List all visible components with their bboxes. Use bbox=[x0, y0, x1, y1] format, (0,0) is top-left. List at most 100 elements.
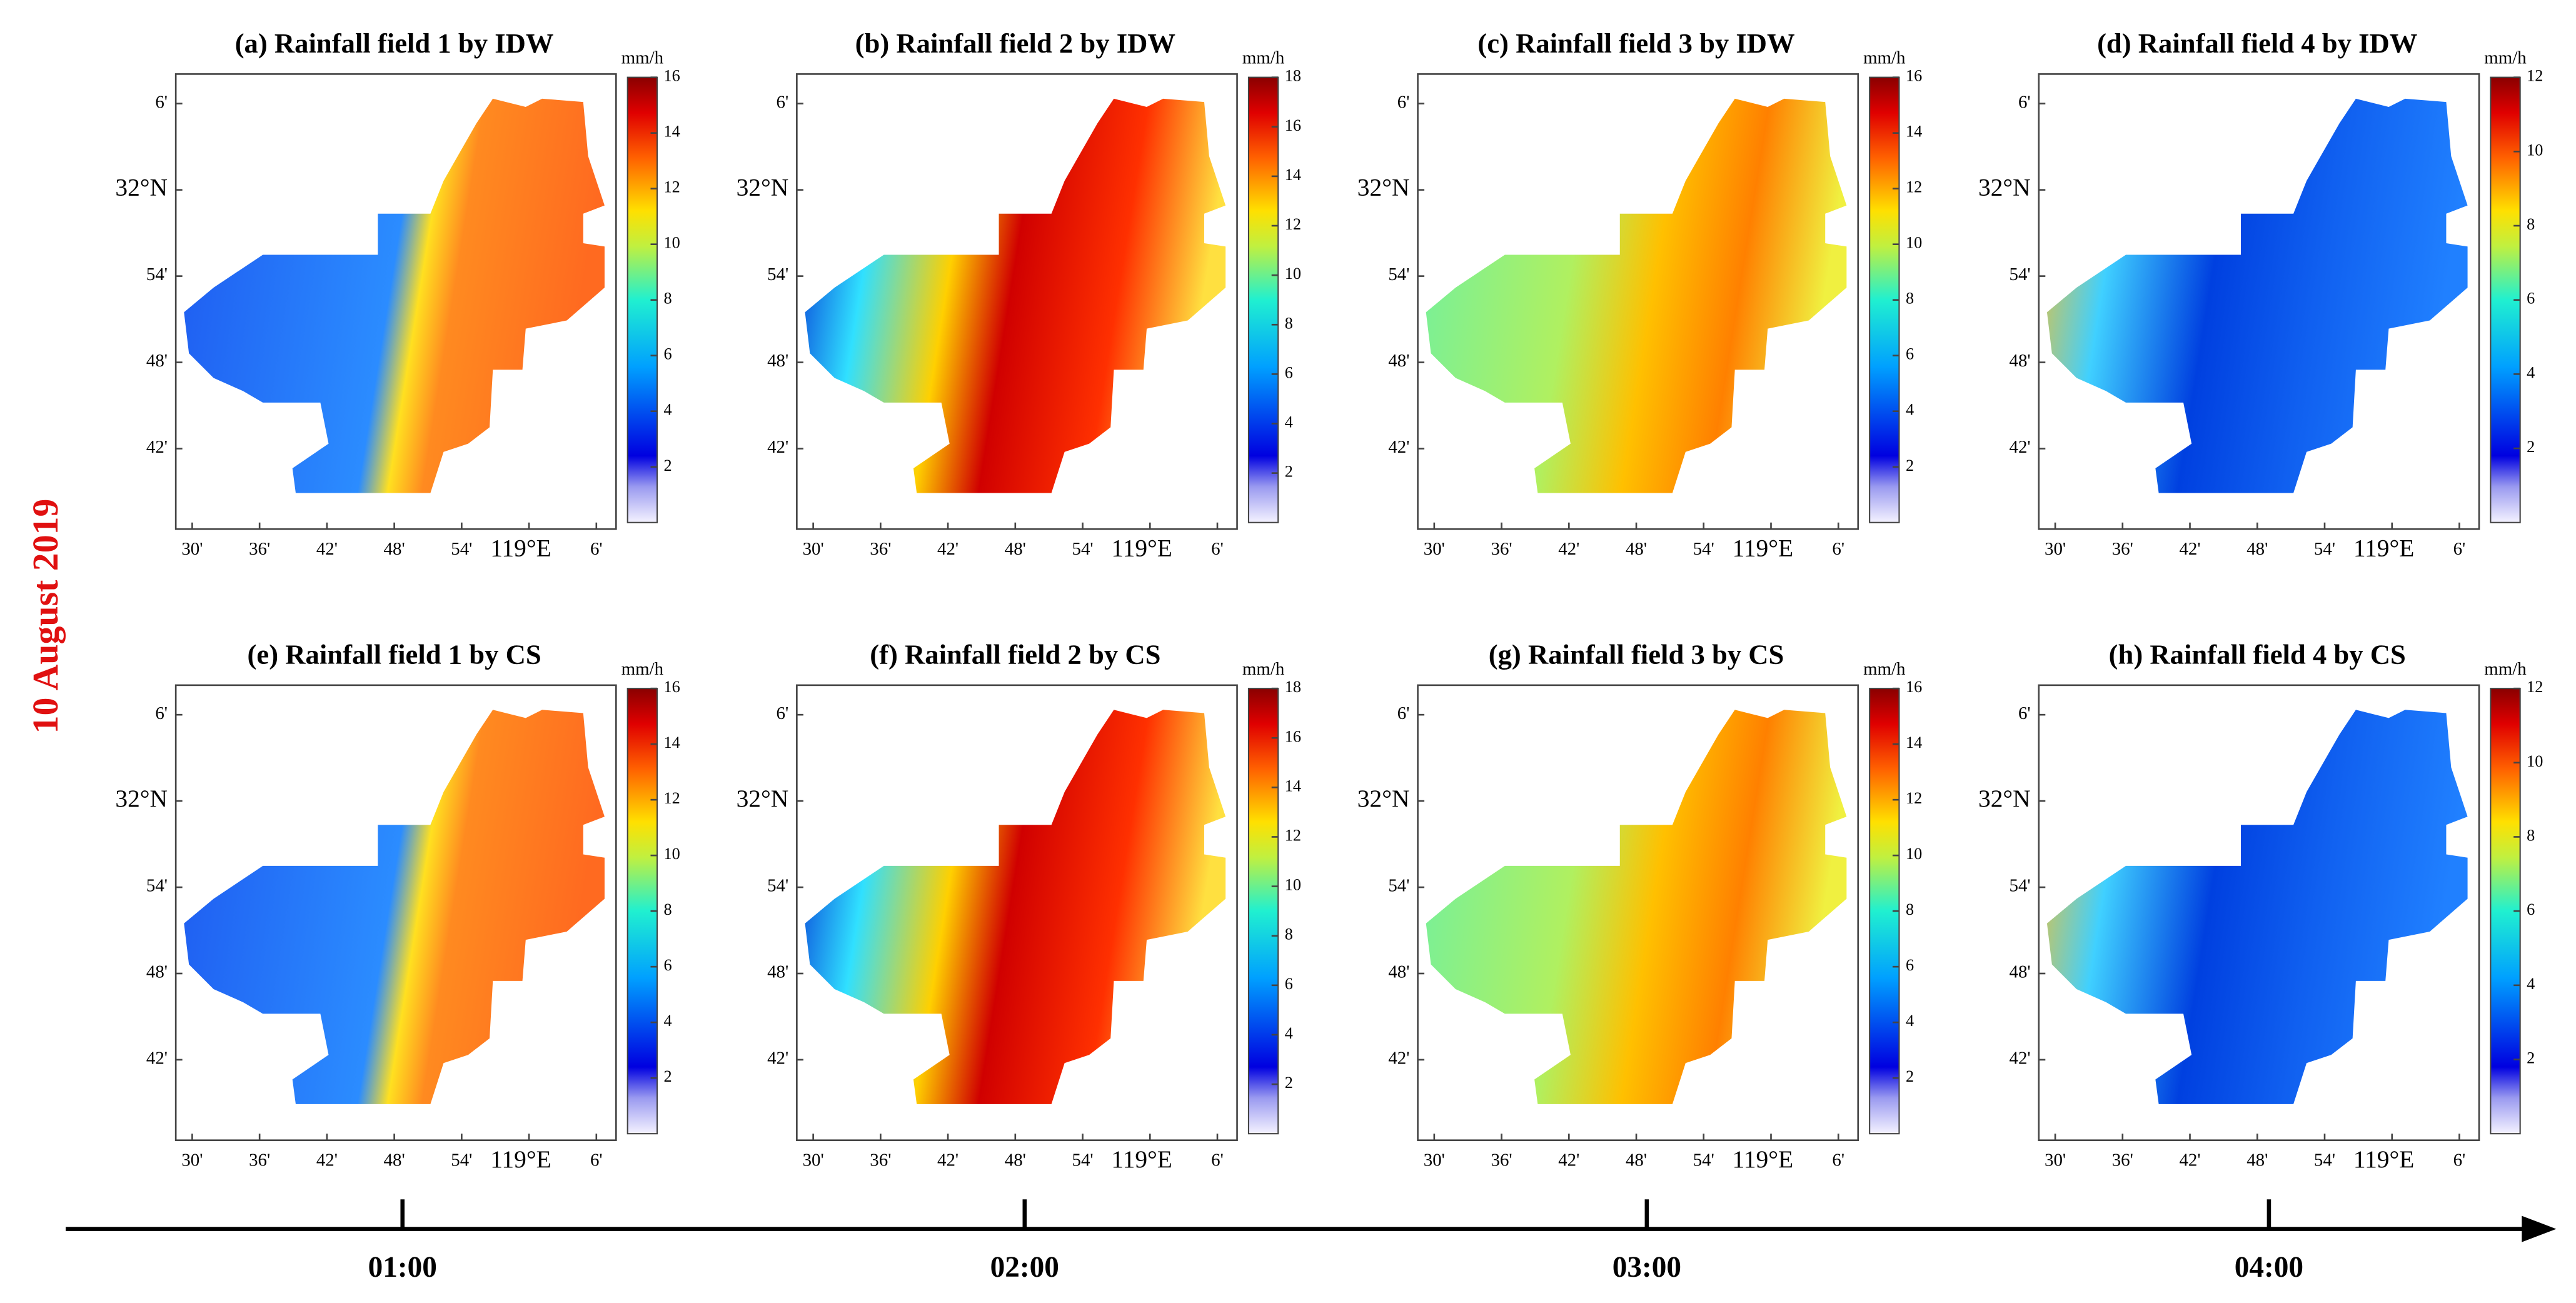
colorbar-tick-label: 14 bbox=[1906, 733, 1922, 752]
rainfall-region bbox=[184, 98, 605, 493]
colorbar-tick-label: 8 bbox=[664, 289, 672, 308]
x-tick-label: 42' bbox=[937, 539, 958, 559]
colorbar-tick-label: 2 bbox=[1906, 456, 1914, 475]
y-tick-label: 6' bbox=[1397, 703, 1410, 723]
x-tick-label: 42' bbox=[316, 1150, 338, 1170]
colorbar-tick-label: 12 bbox=[1285, 215, 1301, 233]
colorbar-tick-label: 2 bbox=[1285, 463, 1293, 481]
y-tick-label: 48' bbox=[146, 351, 168, 371]
x-tick-label: 54' bbox=[2314, 539, 2335, 559]
x-tick-label: 42' bbox=[2179, 539, 2200, 559]
colorbar-tick-label: 12 bbox=[664, 178, 680, 196]
y-tick-label: 32°N bbox=[1357, 174, 1410, 201]
x-tick-label: 6' bbox=[590, 1150, 603, 1170]
panel-title: (b) Rainfall field 2 by IDW bbox=[855, 28, 1175, 59]
colorbar-tick-label: 8 bbox=[1285, 925, 1293, 943]
y-tick-label: 42' bbox=[1388, 1049, 1409, 1069]
y-tick-label: 54' bbox=[767, 876, 788, 896]
panel-title: (g) Rainfall field 3 by CS bbox=[1489, 638, 1784, 670]
colorbar-tick-label: 10 bbox=[1285, 876, 1301, 894]
x-tick-label: 30' bbox=[2045, 539, 2066, 559]
colorbar-tick-label: 12 bbox=[664, 789, 680, 807]
x-tick-label: 42' bbox=[1558, 1150, 1579, 1170]
y-tick-label: 42' bbox=[767, 1049, 788, 1069]
y-tick-label: 54' bbox=[146, 876, 168, 896]
colorbar-tick-label: 12 bbox=[2527, 67, 2543, 85]
x-tick-label: 48' bbox=[2246, 1150, 2268, 1170]
x-tick-label: 30' bbox=[181, 539, 203, 559]
y-tick-label: 32°N bbox=[1357, 785, 1410, 812]
x-tick-label: 36' bbox=[249, 1150, 270, 1170]
colorbar-tick-label: 8 bbox=[1906, 900, 1914, 918]
y-tick-label: 32°N bbox=[115, 785, 168, 812]
colorbar-tick-label: 16 bbox=[1285, 727, 1301, 745]
x-tick-label: 6' bbox=[1211, 1150, 1224, 1170]
time-label: 02:00 bbox=[990, 1251, 1059, 1284]
y-tick-label: 6' bbox=[1397, 92, 1410, 112]
colorbar-tick-label: 10 bbox=[1906, 234, 1922, 252]
colorbar-tick-label: 4 bbox=[2527, 363, 2535, 381]
y-tick-label: 54' bbox=[2010, 264, 2031, 284]
colorbar-tick-label: 10 bbox=[2527, 752, 2543, 770]
colorbar-tick-label: 16 bbox=[1906, 678, 1922, 696]
y-tick-label: 32°N bbox=[1978, 174, 2031, 201]
x-tick-label: 119°E bbox=[2353, 1145, 2414, 1173]
x-tick-label: 48' bbox=[1005, 539, 1026, 559]
x-tick-label: 119°E bbox=[2353, 534, 2414, 561]
colorbar-tick-label: 14 bbox=[1285, 777, 1301, 795]
colorbar-tick-label: 8 bbox=[2527, 827, 2535, 845]
panel-title: (f) Rainfall field 2 by CS bbox=[870, 638, 1160, 670]
colorbar-unit: mm/h bbox=[621, 659, 664, 679]
panel: (b) Rainfall field 2 by IDW 30' 36' 42' 48' 5… bbox=[737, 28, 1301, 561]
y-tick-label: 42' bbox=[146, 1049, 168, 1069]
y-tick-label: 6' bbox=[2018, 703, 2031, 723]
x-tick-label: 54' bbox=[451, 1150, 472, 1170]
panel-title: (d) Rainfall field 4 by IDW bbox=[2097, 28, 2417, 59]
colorbar-tick-label: 6 bbox=[2527, 289, 2535, 308]
colorbar-tick-label: 2 bbox=[2527, 1049, 2535, 1067]
y-tick-label: 48' bbox=[146, 962, 168, 982]
panel: (e) Rainfall field 1 by CS 30' 36' 42' 48' 54… bbox=[115, 638, 680, 1172]
colorbar-tick-label: 18 bbox=[1285, 678, 1301, 696]
colorbar-tick-label: 6 bbox=[1285, 975, 1293, 993]
panel-title: (c) Rainfall field 3 by IDW bbox=[1477, 28, 1794, 59]
x-tick-label: 6' bbox=[590, 539, 603, 559]
colorbar-tick-label: 18 bbox=[1285, 67, 1301, 85]
colorbar-tick-label: 14 bbox=[1906, 123, 1922, 141]
colorbar-tick-label: 10 bbox=[2527, 141, 2543, 159]
panel-title: (a) Rainfall field 1 by IDW bbox=[235, 28, 554, 59]
panel: (d) Rainfall field 4 by IDW 30' 36' 42' 48' 5… bbox=[1978, 28, 2543, 561]
colorbar-tick-label: 6 bbox=[664, 345, 672, 363]
y-tick-label: 48' bbox=[1388, 962, 1409, 982]
rainfall-region bbox=[2046, 98, 2468, 493]
colorbar-tick-label: 4 bbox=[1906, 1012, 1914, 1030]
rainfall-region bbox=[1426, 710, 1847, 1104]
y-tick-label: 54' bbox=[146, 264, 168, 284]
colorbar-tick-label: 14 bbox=[664, 123, 680, 141]
colorbar-tick-label: 10 bbox=[664, 845, 680, 863]
y-tick-label: 42' bbox=[146, 437, 168, 457]
colorbar-tick-label: 12 bbox=[1285, 827, 1301, 845]
colorbar-tick-label: 8 bbox=[664, 900, 672, 918]
colorbar-tick-label: 2 bbox=[664, 1067, 672, 1085]
panel-title: (h) Rainfall field 4 by CS bbox=[2109, 638, 2406, 670]
panel: (a) Rainfall field 1 by IDW 30' 36' 42' 48' 5… bbox=[115, 28, 680, 561]
panel-title: (e) Rainfall field 1 by CS bbox=[248, 638, 541, 670]
x-tick-label: 36' bbox=[870, 1150, 891, 1170]
x-tick-label: 48' bbox=[384, 539, 405, 559]
colorbar-unit: mm/h bbox=[1863, 659, 1906, 679]
time-label: 04:00 bbox=[2235, 1251, 2303, 1284]
y-tick-label: 32°N bbox=[1978, 785, 2031, 812]
colorbar-tick-label: 16 bbox=[664, 678, 680, 696]
x-tick-label: 54' bbox=[451, 539, 472, 559]
y-tick-label: 54' bbox=[1388, 876, 1409, 896]
panel: (g) Rainfall field 3 by CS 30' 36' 42' 48' 54… bbox=[1357, 638, 1922, 1172]
x-tick-label: 6' bbox=[1832, 539, 1844, 559]
x-tick-label: 42' bbox=[2179, 1150, 2200, 1170]
x-tick-label: 48' bbox=[1005, 1150, 1026, 1170]
colorbar-unit: mm/h bbox=[621, 48, 664, 68]
x-tick-label: 6' bbox=[2453, 539, 2466, 559]
y-tick-label: 48' bbox=[1388, 351, 1409, 371]
y-tick-label: 32°N bbox=[115, 174, 168, 201]
